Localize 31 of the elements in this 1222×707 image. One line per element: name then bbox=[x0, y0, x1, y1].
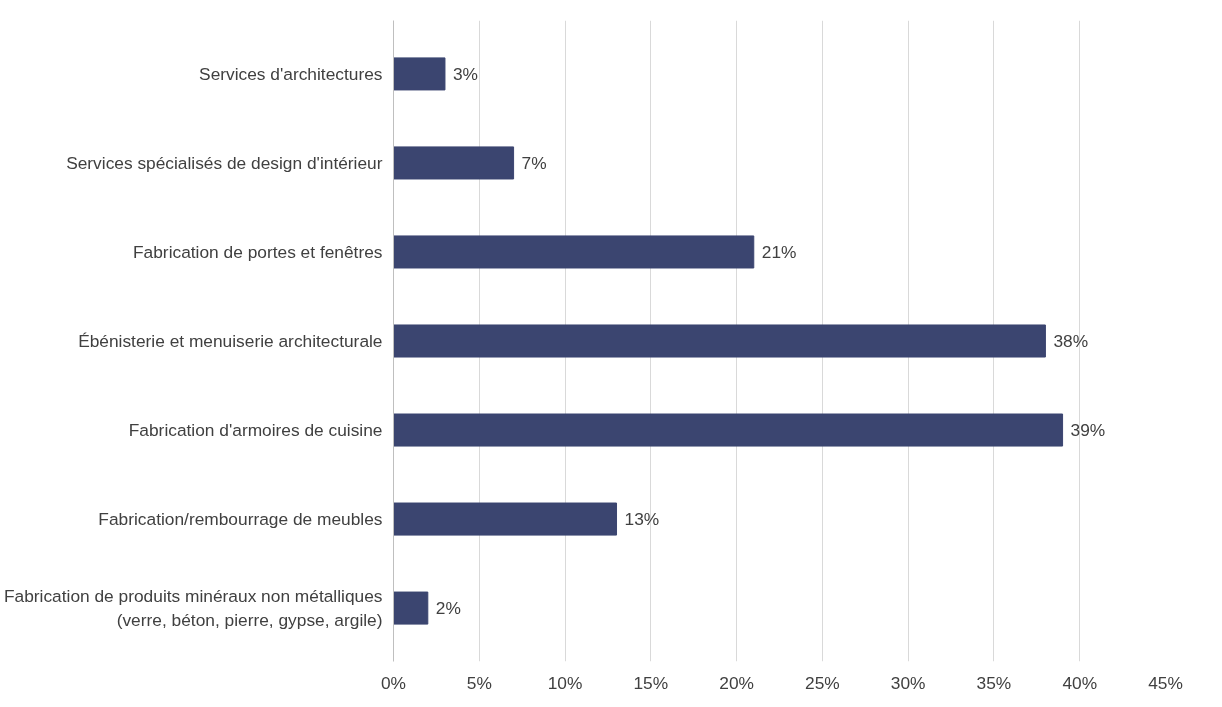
data-label: 3% bbox=[452, 63, 479, 84]
x-tick-label: 20% bbox=[719, 672, 754, 693]
data-label: 7% bbox=[521, 152, 547, 173]
y-tick-label: Fabrication/rembourrage de meubles bbox=[98, 509, 383, 530]
bar bbox=[393, 324, 1046, 358]
x-tick-label: 35% bbox=[976, 672, 1012, 693]
bar bbox=[393, 235, 755, 269]
x-tick-label: 25% bbox=[805, 672, 840, 693]
x-tick-label: 45% bbox=[1148, 672, 1183, 693]
bar bbox=[393, 57, 446, 91]
y-tick-label: Fabrication d'armoires de cuisine bbox=[128, 420, 383, 441]
data-label: 39% bbox=[1070, 420, 1106, 441]
x-tick-label: 30% bbox=[890, 672, 926, 693]
bar bbox=[393, 591, 429, 625]
x-tick-label: 5% bbox=[466, 672, 492, 693]
bar bbox=[393, 502, 618, 536]
y-tick-label: Ébénisterie et menuiserie architecturale bbox=[78, 331, 383, 351]
x-tick-label: 0% bbox=[380, 672, 407, 693]
y-tick-label: Fabrication de portes et fenêtres bbox=[133, 241, 383, 262]
data-label: 2% bbox=[435, 598, 461, 619]
x-tick-label: 10% bbox=[547, 672, 583, 693]
data-label: 13% bbox=[624, 509, 660, 530]
data-label: 38% bbox=[1053, 331, 1089, 351]
bar bbox=[393, 146, 515, 180]
data-label: 21% bbox=[761, 241, 797, 262]
y-tick-label: Services spécialisés de design d'intérieur bbox=[66, 152, 383, 173]
y-tick-label: Fabrication de produits minéraux non métalliques (verre, béton, pierre, gypse, argile) bbox=[3, 586, 383, 631]
x-tick-label: 15% bbox=[633, 672, 669, 693]
y-tick-label: Services d'architectures bbox=[199, 63, 383, 84]
x-tick-label: 40% bbox=[1062, 672, 1098, 693]
bar bbox=[393, 413, 1064, 447]
